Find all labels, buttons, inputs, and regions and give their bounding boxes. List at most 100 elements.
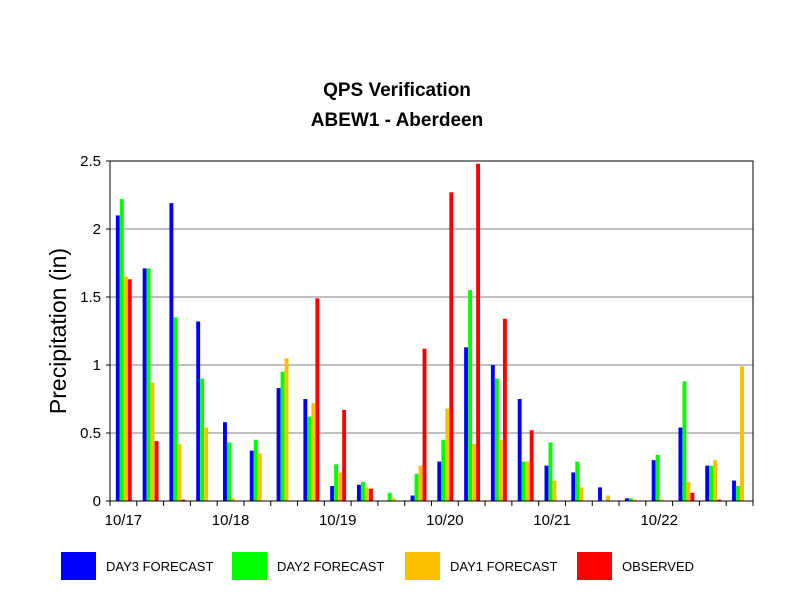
bar [276, 388, 281, 501]
bar [123, 276, 128, 501]
bar [422, 348, 427, 501]
x-tick-label: 10/18 [212, 512, 250, 529]
bar [575, 461, 580, 501]
legend-swatch [232, 552, 267, 580]
x-tick-label: 10/21 [533, 512, 571, 529]
bars-group [115, 163, 744, 501]
bar [418, 465, 423, 501]
legend-label: DAY3 FORECAST [106, 559, 213, 574]
bar [441, 439, 446, 501]
bar [682, 381, 687, 501]
bar [598, 487, 602, 501]
bar [498, 439, 503, 501]
bar [150, 382, 155, 501]
bar [548, 442, 553, 501]
y-tick-label: 1 [93, 357, 101, 374]
gridlines [110, 160, 753, 434]
bar [468, 290, 473, 501]
x-tick-label: 10/19 [319, 512, 357, 529]
bar [521, 461, 526, 501]
bar [173, 317, 178, 501]
legend: DAY3 FORECAST DAY2 FORECAST DAY1 FORECAST O… [61, 552, 694, 580]
y-tick-label: 2.5 [80, 153, 101, 170]
bar [709, 465, 714, 501]
bar [632, 499, 637, 501]
bar [490, 365, 495, 501]
bar [154, 441, 159, 501]
bar [517, 399, 522, 501]
bar [628, 498, 633, 501]
bar [713, 460, 718, 501]
bar [177, 443, 182, 501]
bar [736, 486, 740, 501]
bar [115, 215, 120, 501]
bar [342, 409, 347, 501]
bar [368, 488, 373, 501]
bar [410, 495, 415, 501]
bar [223, 422, 227, 501]
bar [127, 279, 132, 501]
bar [606, 495, 610, 501]
bar [472, 443, 477, 501]
legend-label: DAY2 FORECAST [277, 559, 384, 574]
bar [146, 268, 151, 501]
x-tick-label: 10/17 [105, 512, 143, 529]
bar [303, 399, 308, 501]
bar [525, 461, 530, 501]
bar [579, 487, 584, 501]
y-tick-label: 0.5 [80, 425, 101, 442]
x-tick-label: 10/22 [640, 512, 678, 529]
bar [437, 461, 442, 501]
bar [311, 403, 316, 501]
bar [334, 464, 339, 501]
y-tick-label: 2 [93, 221, 101, 238]
bar [364, 487, 369, 501]
legend-swatch [61, 552, 96, 580]
bar [445, 408, 450, 501]
bar [284, 358, 289, 501]
bar [678, 427, 683, 501]
bar [231, 498, 235, 501]
bar [391, 498, 396, 501]
bar [464, 347, 469, 501]
bar [717, 499, 722, 501]
bar [253, 439, 258, 501]
bar [119, 199, 124, 501]
bar [659, 499, 664, 501]
chart-subtitle: ABEW1 - Aberdeen [311, 110, 483, 131]
bar [330, 486, 335, 501]
legend-label: DAY1 FORECAST [450, 559, 557, 574]
bar [494, 378, 499, 501]
bar [196, 321, 201, 501]
bar [315, 298, 320, 501]
legend-swatch [405, 552, 440, 580]
bar [740, 366, 744, 501]
legend-label: OBSERVED [622, 559, 694, 574]
bar [200, 378, 205, 501]
bar [651, 460, 656, 501]
bar [502, 318, 507, 501]
y-tick-labels: 0 0.5 1 1.5 2 2.5 [80, 153, 101, 510]
legend-swatch [577, 552, 612, 580]
y-tick-label: 1.5 [80, 289, 101, 306]
bar [307, 416, 312, 501]
bar [624, 498, 629, 501]
bar [169, 203, 174, 501]
bar [356, 484, 361, 501]
bar [655, 454, 660, 501]
bar [227, 442, 231, 501]
bar [552, 480, 557, 501]
bar [280, 371, 285, 501]
bar [360, 481, 365, 501]
axes [106, 160, 754, 506]
y-tick-label: 0 [93, 493, 101, 510]
bar [571, 472, 576, 501]
bar [686, 481, 691, 501]
bar [181, 499, 186, 501]
bar [414, 473, 419, 501]
y-axis-label: Precipitation (in) [45, 248, 71, 414]
bar [338, 472, 343, 501]
bar [204, 427, 209, 501]
chart-title: QPS Verification [323, 80, 471, 101]
